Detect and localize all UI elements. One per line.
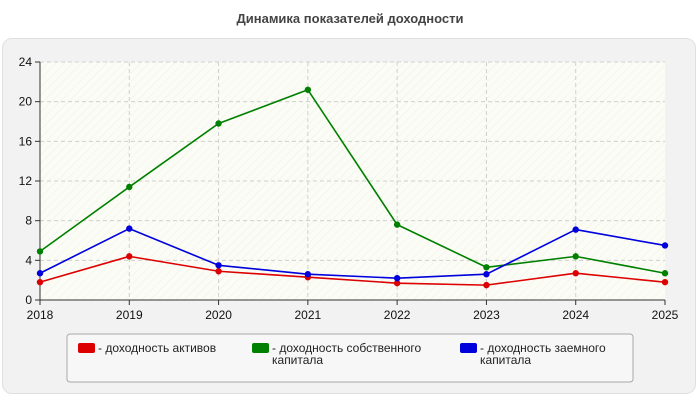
data-point (304, 271, 312, 278)
chart-title: Динамика показателей доходности (236, 11, 464, 26)
series-2 (36, 86, 669, 277)
x-tick-label: 2019 (116, 308, 143, 322)
data-point (393, 274, 401, 282)
series-3 (36, 225, 669, 282)
data-point (126, 253, 133, 260)
legend-box (66, 333, 634, 383)
x-tick-label: 2024 (562, 308, 589, 322)
data-point (572, 226, 579, 233)
y-tick-label: 16 (19, 134, 33, 148)
data-point (661, 242, 669, 249)
y-tick-label: 0 (25, 293, 32, 307)
data-point (393, 221, 401, 228)
data-point (215, 262, 222, 269)
y-tick-label: 4 (25, 253, 32, 267)
legend-swatch (460, 343, 477, 353)
data-point (393, 279, 401, 287)
data-point (36, 278, 44, 286)
data-point (215, 268, 222, 275)
x-tick-label: 2021 (295, 308, 322, 322)
data-point (304, 86, 312, 93)
legend-label: капитала (480, 353, 531, 367)
legend-swatch (78, 343, 95, 353)
data-point (215, 120, 222, 127)
data-point (572, 253, 579, 260)
legend-label: - доходность заемного (480, 341, 606, 355)
y-axis-ticks: 0 4 8 12 16 20 24 (19, 55, 40, 307)
legend-label: - доходность активов (98, 341, 216, 355)
legend-label: капитала (272, 353, 323, 367)
grid-lines (40, 61, 665, 300)
data-point (126, 183, 133, 191)
data-point (483, 264, 490, 271)
x-tick-label: 2025 (652, 308, 679, 322)
legend: - доходность активов - доходность собстве… (78, 341, 606, 367)
data-point (661, 270, 669, 277)
data-point (661, 278, 669, 286)
data-point (483, 281, 490, 289)
y-tick-label: 20 (19, 95, 33, 109)
x-axis-ticks: 2018 2019 2020 2021 2022 2023 2024 2025 (27, 300, 679, 322)
data-point (36, 248, 44, 255)
data-point (126, 225, 133, 232)
series-line (39, 88, 666, 275)
x-tick-label: 2018 (27, 308, 54, 322)
x-tick-label: 2022 (384, 308, 411, 322)
series-line (39, 255, 666, 286)
data-point (572, 270, 579, 277)
series-layer (36, 86, 669, 289)
data-point (483, 271, 490, 278)
legend-item-1: - доходность активов (78, 341, 216, 355)
series-line (39, 227, 666, 279)
y-tick-label: 24 (19, 55, 33, 69)
x-tick-label: 2020 (205, 308, 232, 322)
data-point (36, 270, 44, 277)
legend-label: - доходность собственного (272, 341, 422, 355)
legend-swatch (252, 343, 269, 353)
y-tick-label: 12 (19, 174, 33, 188)
y-tick-label: 8 (25, 214, 32, 228)
x-tick-label: 2023 (473, 308, 500, 322)
